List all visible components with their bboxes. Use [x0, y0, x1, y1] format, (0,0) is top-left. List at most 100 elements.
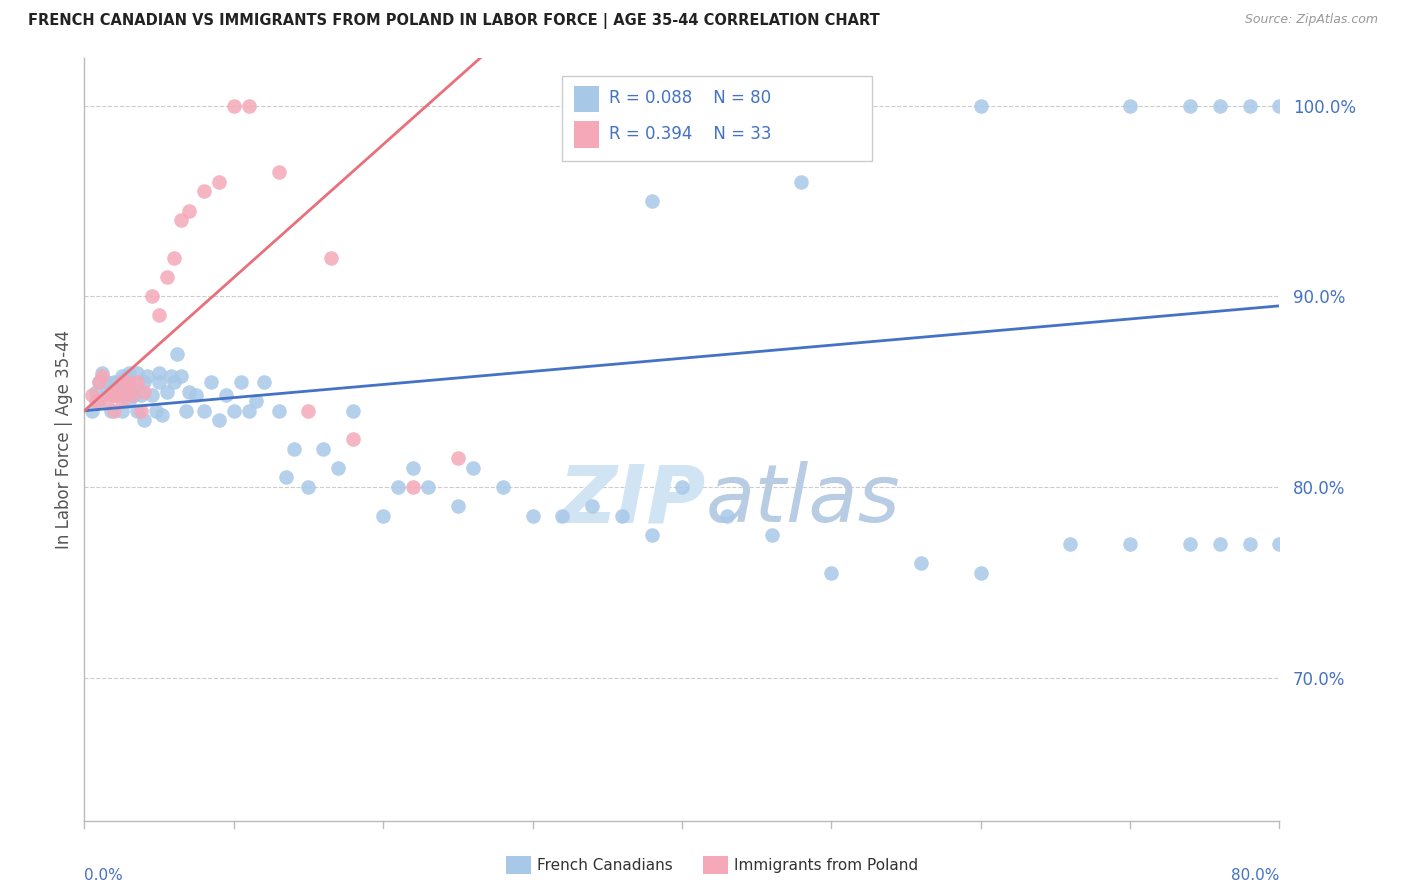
Point: [461, 461, 484, 475]
Point: [118, 394, 141, 409]
Point: [970, 98, 993, 112]
Point: [121, 381, 143, 395]
Point: [447, 451, 470, 466]
Point: [132, 413, 156, 427]
Point: [716, 508, 738, 523]
Point: [105, 388, 128, 402]
Point: [328, 461, 350, 475]
Text: ZIP: ZIP: [558, 461, 706, 540]
Point: [402, 480, 425, 494]
Point: [132, 375, 156, 389]
Point: [141, 388, 163, 402]
Point: [111, 369, 134, 384]
Point: [121, 388, 143, 402]
Point: [970, 566, 993, 580]
Point: [125, 366, 148, 380]
Point: [115, 384, 138, 399]
Point: [641, 527, 664, 541]
Point: [283, 442, 305, 456]
Point: [91, 369, 114, 384]
Point: [155, 384, 177, 399]
Text: 0.0%: 0.0%: [84, 868, 124, 883]
Point: [177, 384, 200, 399]
Point: [492, 480, 515, 494]
Point: [89, 375, 111, 389]
Point: [100, 403, 122, 417]
Point: [148, 309, 170, 323]
Point: [145, 403, 167, 417]
Point: [80, 388, 103, 402]
Point: [148, 366, 170, 380]
Point: [312, 442, 335, 456]
Point: [160, 369, 183, 384]
Point: [103, 388, 125, 402]
Point: [790, 175, 813, 189]
Point: [193, 403, 215, 417]
Point: [910, 556, 932, 570]
Point: [200, 375, 222, 389]
Text: French Canadians: French Canadians: [537, 858, 673, 872]
Point: [174, 403, 197, 417]
Point: [761, 527, 783, 541]
Text: Source: ZipAtlas.com: Source: ZipAtlas.com: [1244, 13, 1378, 27]
Point: [125, 375, 148, 389]
Point: [387, 480, 409, 494]
Point: [103, 375, 125, 389]
Point: [111, 388, 134, 402]
Point: [274, 470, 297, 484]
Point: [129, 388, 152, 402]
Point: [1268, 98, 1291, 112]
Point: [100, 388, 122, 402]
Point: [115, 384, 138, 399]
Point: [111, 375, 134, 389]
Point: [148, 375, 170, 389]
Point: [215, 388, 238, 402]
Point: [522, 508, 544, 523]
Point: [231, 375, 253, 389]
Point: [1178, 537, 1201, 551]
Point: [103, 384, 125, 399]
Point: [80, 403, 103, 417]
Point: [1239, 98, 1261, 112]
Point: [170, 213, 193, 227]
Point: [103, 403, 125, 417]
Point: [111, 394, 134, 409]
Point: [1239, 537, 1261, 551]
Point: [416, 480, 439, 494]
Point: [132, 384, 156, 399]
Point: [105, 388, 128, 402]
Point: [402, 461, 425, 475]
Point: [136, 369, 159, 384]
Point: [193, 185, 215, 199]
Point: [208, 175, 231, 189]
Point: [222, 98, 245, 112]
Point: [125, 403, 148, 417]
Point: [1268, 537, 1291, 551]
Point: [155, 270, 177, 285]
Point: [96, 375, 118, 389]
Point: [1178, 98, 1201, 112]
Text: R = 0.088    N = 80: R = 0.088 N = 80: [609, 89, 770, 107]
Point: [1119, 537, 1142, 551]
Point: [253, 375, 276, 389]
Point: [118, 366, 141, 380]
Point: [170, 369, 193, 384]
Text: Immigrants from Poland: Immigrants from Poland: [734, 858, 918, 872]
Point: [118, 375, 141, 389]
Point: [222, 403, 245, 417]
Point: [86, 394, 108, 409]
Point: [111, 403, 134, 417]
Point: [1059, 537, 1081, 551]
Point: [115, 369, 138, 384]
Point: [267, 403, 290, 417]
Point: [129, 403, 152, 417]
Point: [208, 413, 231, 427]
Point: [342, 403, 364, 417]
Point: [671, 480, 693, 494]
Point: [267, 165, 290, 179]
Text: 80.0%: 80.0%: [1232, 868, 1279, 883]
Point: [297, 480, 319, 494]
Point: [89, 375, 111, 389]
Text: atlas: atlas: [706, 461, 901, 540]
Point: [245, 394, 267, 409]
